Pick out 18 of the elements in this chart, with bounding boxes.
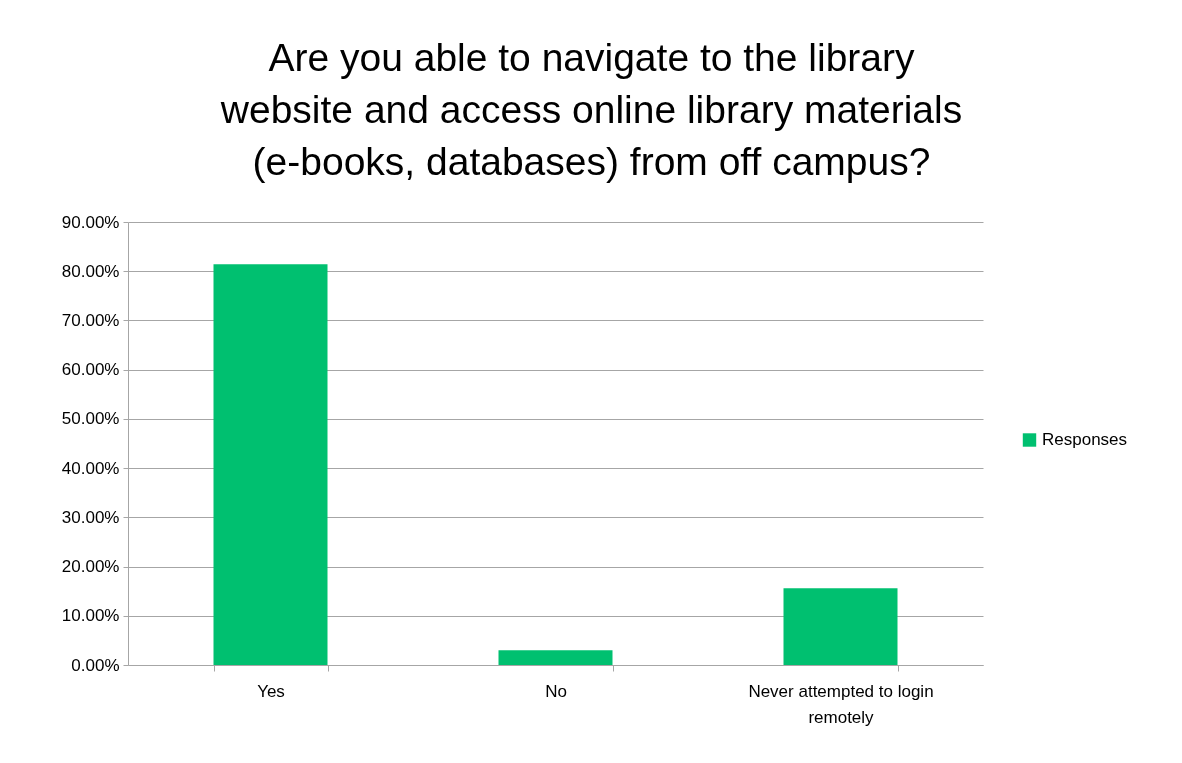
y-tick-label: 50.00% (61, 409, 120, 429)
y-tick-label: 20.00% (61, 557, 120, 577)
y-tick-label: 70.00% (61, 310, 120, 330)
bar (498, 650, 613, 665)
y-tick-label: 10.00% (61, 606, 120, 626)
bar (213, 264, 328, 665)
x-tick-label: No (545, 681, 567, 701)
x-tick-label: Never attempted to login remotely (748, 681, 934, 727)
y-tick-label: 30.00% (61, 507, 120, 527)
x-tick-label: Yes (257, 681, 285, 701)
y-tick-label: 0.00% (71, 655, 120, 675)
legend-label: Responses (1042, 430, 1128, 449)
bar (783, 588, 898, 665)
y-tick-label: 80.00% (61, 261, 120, 281)
chart-title: Are you able to navigate to the library website and access online library materials (e-books, databases) from off campus? (219, 36, 963, 183)
y-tick-label: 40.00% (61, 458, 120, 478)
y-tick-label: 60.00% (61, 360, 120, 380)
y-tick-label: 90.00% (61, 212, 120, 232)
